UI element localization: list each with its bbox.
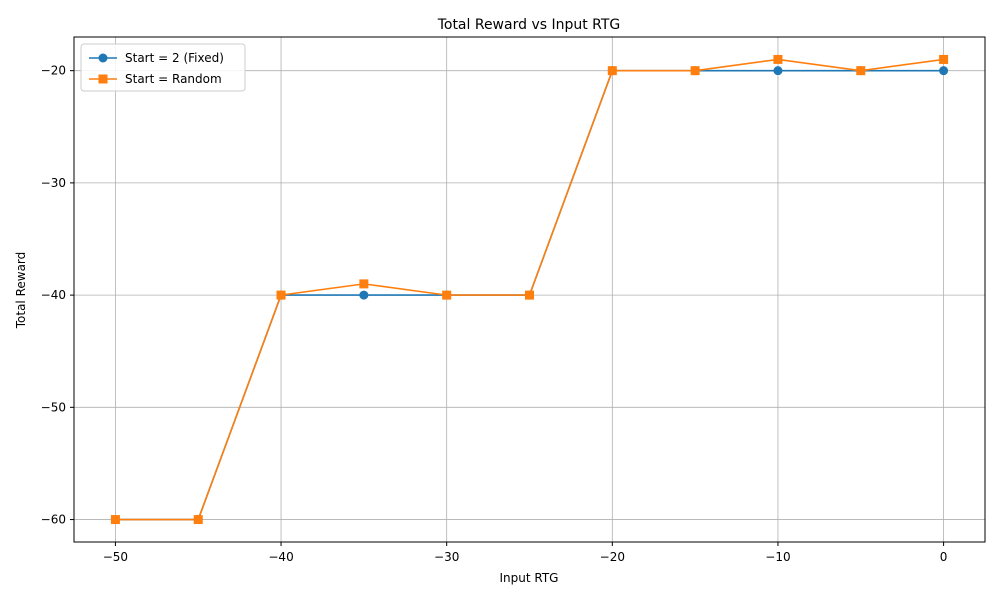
legend: Start = 2 (Fixed) Start = Random bbox=[80, 43, 246, 92]
y-tick-label: −50 bbox=[41, 400, 66, 414]
x-axis: −50 −40 −30 −20 −10 0 bbox=[103, 542, 948, 564]
series-1-point-10 bbox=[939, 54, 949, 64]
series-1-point-8 bbox=[773, 54, 783, 64]
y-tick-label: −60 bbox=[41, 513, 66, 527]
legend-box bbox=[80, 43, 246, 92]
x-axis-label: Input RTG bbox=[500, 571, 559, 585]
series-layer bbox=[110, 54, 949, 525]
y-tick-label: −40 bbox=[41, 288, 66, 302]
series-0-point-8 bbox=[773, 66, 783, 76]
x-tick-label: −30 bbox=[434, 550, 459, 564]
chart-title: Total Reward vs Input RTG bbox=[437, 17, 621, 33]
x-tick-label: −20 bbox=[600, 550, 625, 564]
series-1-point-2 bbox=[276, 290, 286, 300]
x-tick-label: −50 bbox=[103, 550, 128, 564]
x-tick-label: −10 bbox=[765, 550, 790, 564]
legend-label: Start = 2 (Fixed) bbox=[125, 51, 224, 65]
series-0-point-3 bbox=[359, 290, 369, 300]
series-1-point-1 bbox=[193, 515, 203, 525]
y-tick-label: −20 bbox=[41, 64, 66, 78]
y-tick-label: −30 bbox=[41, 176, 66, 190]
series-0-point-10 bbox=[939, 66, 949, 76]
series-1-point-5 bbox=[525, 290, 534, 300]
series-1-point-6 bbox=[607, 66, 617, 76]
series-1-point-legend bbox=[98, 74, 108, 84]
legend-item-1: Start = Random bbox=[89, 72, 222, 86]
legend-item-0: Start = 2 (Fixed) bbox=[89, 51, 224, 65]
x-tick-label: 0 bbox=[940, 550, 948, 564]
legend-label: Start = Random bbox=[125, 72, 222, 86]
series-1-point-4 bbox=[442, 290, 452, 300]
grid bbox=[74, 37, 985, 542]
series-1-point-9 bbox=[856, 66, 866, 76]
y-axis-label: Total Reward bbox=[14, 252, 28, 330]
series-1-line bbox=[115, 58, 944, 521]
series-1-point-0 bbox=[110, 515, 120, 525]
plot-frame bbox=[73, 36, 986, 543]
series-1 bbox=[110, 54, 949, 525]
x-tick-label: −40 bbox=[268, 550, 293, 564]
series-0-point-legend bbox=[98, 53, 108, 63]
series-1-point-7 bbox=[690, 66, 700, 76]
y-axis: −60 −50 −40 −30 −20 bbox=[41, 64, 74, 527]
series-1-point-3 bbox=[359, 279, 369, 289]
